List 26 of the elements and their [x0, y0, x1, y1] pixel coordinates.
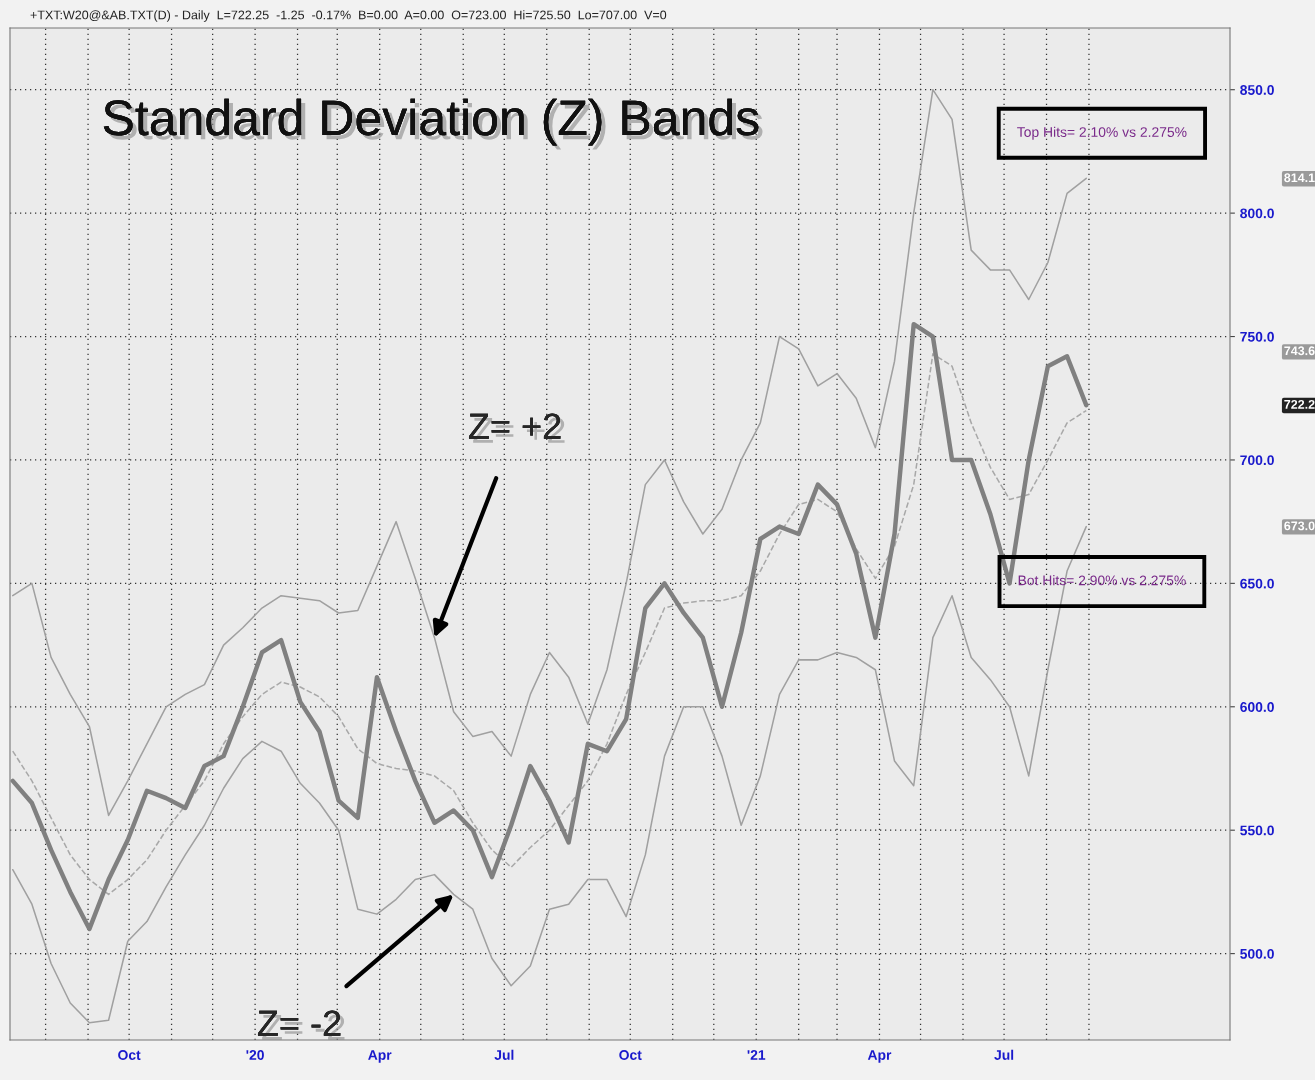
text: 673.0: [1284, 521, 1315, 531]
x-tick-label: Jul: [494, 1049, 514, 1060]
chart-subtitle: +TXT:W20@&AB.TXT(D) - Daily L=722.25 -1.25 -0.17% B=0.00 A=0.00 O=723.00 Hi=725.50 Lo=707.00 V=0: [30, 10, 667, 22]
y-tick-label: 850.0: [1240, 85, 1274, 95]
annotation: Top Hits= 2.10% vs 2.275%: [1017, 126, 1187, 140]
y-tick-label: 700.0: [1240, 455, 1274, 466]
text: 814.1: [1284, 173, 1315, 183]
text: 743.6: [1284, 346, 1315, 356]
y-tick-label: 600.0: [1240, 702, 1274, 712]
x-tick-label: Oct: [619, 1050, 642, 1060]
text: Standard Deviation (Z) Bands: [103, 98, 763, 150]
y-tick-label: 550.0: [1240, 825, 1274, 836]
annotation: Z= +2: [468, 413, 565, 443]
x-tick-label: Apr: [867, 1050, 892, 1063]
annotation: Bot Hits= 2.90% vs 2.275%: [1018, 575, 1186, 586]
x-tick-label: '21: [747, 1050, 766, 1060]
y-tick-label: 800.0: [1240, 208, 1274, 219]
x-tick-label: Jul: [994, 1049, 1014, 1060]
text: 722.2: [1284, 399, 1315, 409]
x-tick-label: '20: [246, 1050, 264, 1060]
x-tick-label: Apr: [368, 1050, 392, 1063]
y-tick-label: 500.0: [1240, 948, 1274, 959]
y-tick-label: 750.0: [1240, 331, 1274, 342]
x-tick-label: Oct: [118, 1050, 141, 1060]
y-tick-label: 650.0: [1240, 578, 1274, 589]
annotation: Z= -2: [257, 1010, 345, 1040]
